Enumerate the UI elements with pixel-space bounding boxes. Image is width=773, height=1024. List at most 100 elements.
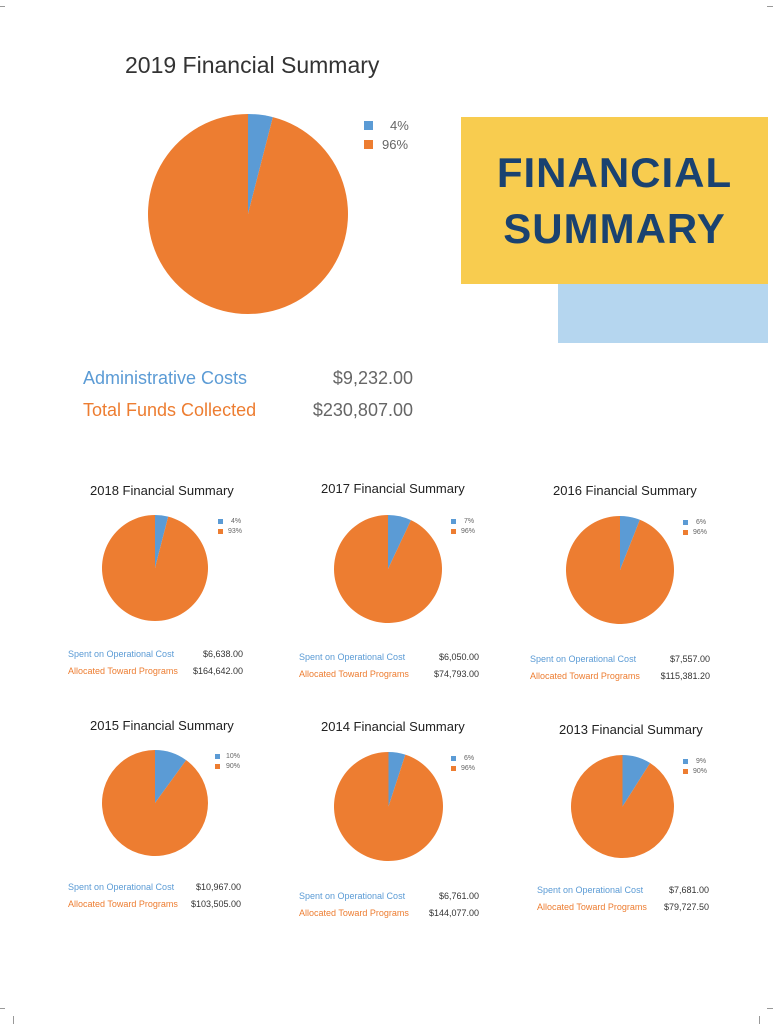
legend-swatch-orange: [683, 768, 688, 774]
pie-slice-programs: [101, 750, 208, 856]
chart-title-2013: 2013 Financial Summary: [559, 722, 703, 737]
stats-2017: Spent on Operational Cost $6,050.00 Alloc…: [299, 648, 479, 682]
chart-title-2014: 2014 Financial Summary: [321, 719, 465, 734]
legend-label: 96%: [382, 137, 409, 152]
legend-label: 4%: [231, 517, 242, 525]
stat-amount: $164,642.00: [192, 665, 243, 676]
pie-slice-operational: [388, 752, 406, 807]
pie-slice-operational: [155, 515, 169, 568]
pie-slice-operational: [620, 516, 640, 570]
stat-label: Allocated Toward Programs: [299, 668, 409, 679]
pie-slice-operational: [248, 114, 273, 214]
main-pie-chart: [147, 114, 348, 314]
pie-chart-2015: [101, 750, 208, 856]
legend-entry-orange: 96%: [451, 526, 475, 536]
stat-amount: $6,761.00: [438, 890, 479, 901]
pie-slice-operational: [155, 750, 187, 803]
chart-title-2015: 2015 Financial Summary: [90, 718, 234, 733]
stat-label: Spent on Operational Cost: [68, 881, 175, 892]
pie-slice-programs: [147, 114, 348, 314]
pie-slice-programs: [334, 515, 442, 623]
crop-mark: [0, 1008, 5, 1009]
legend-swatch-orange: [215, 763, 220, 769]
stat-label: Allocated Toward Programs: [68, 898, 178, 909]
stat-label: Allocated Toward Programs: [537, 901, 647, 912]
stats-2018: Spent on Operational Cost $6,638.00 Alloc…: [68, 645, 243, 679]
stat-amount: $74,793.00: [433, 668, 479, 679]
legend-swatch-blue: [451, 518, 456, 524]
legend-swatch-blue: [683, 519, 688, 525]
stat-row-operational: Spent on Operational Cost $10,967.00: [68, 878, 241, 895]
stat-label: Allocated Toward Programs: [68, 665, 178, 676]
legend-label: 93%: [228, 527, 243, 535]
stat-row-operational: Spent on Operational Cost $6,761.00: [299, 887, 479, 904]
stat-row-operational: Spent on Operational Cost $6,050.00: [299, 648, 479, 665]
legend-label: 90%: [226, 762, 241, 770]
stat-row-programs: Allocated Toward Programs $79,727.50: [537, 898, 709, 915]
legend-swatch-blue: [218, 518, 223, 524]
legend-entry-orange: 90%: [215, 761, 240, 771]
stat-amount: $103,505.00: [190, 898, 241, 909]
legend-entry-orange: 93%: [218, 526, 242, 536]
pie-slice-programs: [566, 516, 674, 624]
stat-label: Spent on Operational Cost: [299, 651, 406, 662]
legend-swatch-orange: [364, 140, 373, 149]
banner-line-2: SUMMARY: [503, 204, 726, 252]
stat-row-operational: Spent on Operational Cost $7,557.00: [530, 650, 710, 667]
banner-accent-block: [558, 284, 768, 343]
stat-label: Administrative Costs: [83, 367, 248, 388]
pie-chart-2013: [571, 755, 674, 858]
legend-entry-blue: 10%: [215, 751, 240, 761]
legend-label: 9%: [696, 757, 707, 765]
legend-2014: 6% 96%: [451, 753, 475, 773]
stat-amount: $10,967.00: [195, 881, 241, 892]
legend-label: 90%: [693, 767, 708, 775]
chart-title-2017: 2017 Financial Summary: [321, 481, 465, 496]
legend-entry-blue: 4%: [364, 116, 409, 135]
chart-title-2016: 2016 Financial Summary: [553, 483, 697, 498]
stat-amount: $144,077.00: [428, 907, 479, 918]
stat-amount: $115,381.20: [660, 670, 710, 681]
stat-amount: $230,807.00: [312, 399, 413, 420]
crop-mark: [13, 1016, 14, 1024]
stat-row-operational: Spent on Operational Cost $7,681.00: [537, 881, 709, 898]
financial-summary-banner: FINANCIAL SUMMARY: [461, 117, 768, 284]
legend-swatch-blue: [451, 755, 456, 761]
stat-label: Allocated Toward Programs: [299, 907, 409, 918]
stat-row-admin-costs: Administrative Costs $9,232.00: [83, 362, 413, 394]
legend-2013: 9% 90%: [683, 756, 707, 776]
legend-entry-orange: 96%: [451, 763, 475, 773]
legend-swatch-blue: [683, 758, 688, 764]
stat-row-operational: Spent on Operational Cost $6,638.00: [68, 645, 243, 662]
legend-entry-blue: 4%: [218, 516, 242, 526]
legend-2016: 6% 96%: [683, 517, 707, 537]
legend-entry-blue: 6%: [683, 517, 707, 527]
main-legend: 4% 96%: [364, 116, 409, 154]
legend-swatch-blue: [215, 753, 220, 759]
main-stats: Administrative Costs $9,232.00 Total Fun…: [83, 362, 413, 426]
banner-line-1: FINANCIAL: [496, 148, 733, 196]
legend-label: 6%: [696, 518, 707, 526]
stat-label: Total Funds Collected: [83, 399, 257, 420]
stat-amount: $6,050.00: [438, 651, 479, 662]
stat-row-programs: Allocated Toward Programs $103,505.00: [68, 895, 241, 912]
stat-amount: $6,638.00: [202, 648, 243, 659]
stat-amount: $7,681.00: [668, 884, 709, 895]
pie-slice-programs: [333, 752, 443, 861]
stat-row-programs: Allocated Toward Programs $164,642.00: [68, 662, 243, 679]
pie-chart-2016: [566, 516, 674, 624]
stat-amount: $7,557.00: [669, 653, 710, 664]
legend-entry-blue: 9%: [683, 756, 707, 766]
legend-2015: 10% 90%: [215, 751, 240, 771]
legend-label: 7%: [464, 517, 475, 525]
stat-amount: $9,232.00: [332, 367, 413, 388]
pie-slice-programs: [101, 515, 208, 621]
pie-slice-operational: [388, 515, 411, 569]
pie-chart-2017: [334, 515, 442, 623]
legend-label: 96%: [461, 764, 476, 772]
legend-swatch-orange: [451, 528, 456, 534]
stats-2015: Spent on Operational Cost $10,967.00 Allo…: [68, 878, 241, 912]
pie-slice-operational: [622, 755, 651, 807]
legend-label: 10%: [226, 752, 241, 760]
stat-amount: $79,727.50: [663, 901, 709, 912]
